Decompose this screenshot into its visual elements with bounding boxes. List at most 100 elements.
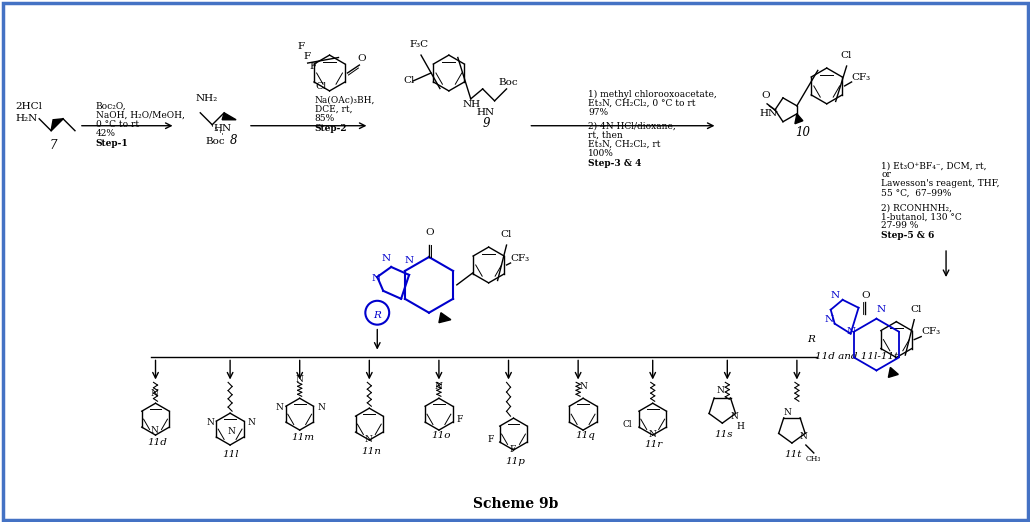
Text: N: N bbox=[800, 432, 808, 441]
Text: NaOH, H₂O/MeOH,: NaOH, H₂O/MeOH, bbox=[96, 111, 185, 120]
Text: 1) methyl chlorooxoacetate,: 1) methyl chlorooxoacetate, bbox=[588, 90, 717, 99]
Text: 11t: 11t bbox=[784, 450, 801, 459]
Text: N: N bbox=[648, 430, 657, 439]
Text: F: F bbox=[304, 52, 311, 61]
Text: F: F bbox=[488, 435, 494, 444]
Text: 2HCl: 2HCl bbox=[16, 102, 42, 111]
Text: 11d: 11d bbox=[148, 438, 168, 447]
Text: N: N bbox=[296, 376, 304, 384]
Text: 11d and 11l-11t: 11d and 11l-11t bbox=[815, 353, 899, 361]
Text: 8: 8 bbox=[231, 134, 238, 146]
Text: CF₃: CF₃ bbox=[921, 327, 940, 336]
Text: Boc: Boc bbox=[498, 78, 518, 87]
Text: 1-butanol, 130 °C: 1-butanol, 130 °C bbox=[881, 212, 963, 221]
Text: F: F bbox=[298, 42, 305, 51]
Text: N: N bbox=[825, 315, 833, 324]
Text: 7: 7 bbox=[50, 139, 57, 152]
Text: Cl: Cl bbox=[910, 305, 921, 314]
Text: NH: NH bbox=[463, 100, 481, 109]
Text: Step-2: Step-2 bbox=[314, 124, 347, 133]
Text: N: N bbox=[404, 256, 414, 265]
Text: Et₃N, CH₂Cl₂, 0 °C to rt: Et₃N, CH₂Cl₂, 0 °C to rt bbox=[588, 99, 696, 108]
Text: N: N bbox=[364, 435, 372, 444]
Text: 55 °C,  67–99%: 55 °C, 67–99% bbox=[881, 188, 952, 197]
Polygon shape bbox=[222, 113, 236, 120]
Text: NH₂: NH₂ bbox=[195, 94, 217, 103]
Text: 85%: 85% bbox=[314, 113, 335, 123]
Text: Step-3 & 4: Step-3 & 4 bbox=[588, 158, 641, 167]
Text: Et₃N, CH₂Cl₂, rt: Et₃N, CH₂Cl₂, rt bbox=[588, 140, 661, 149]
Text: 1) Et₃O⁺BF₄⁻, DCM, rt,: 1) Et₃O⁺BF₄⁻, DCM, rt, bbox=[881, 162, 986, 170]
Text: Boc₂O,: Boc₂O, bbox=[96, 102, 126, 111]
Text: Step-1: Step-1 bbox=[96, 139, 128, 147]
Text: 42%: 42% bbox=[96, 129, 116, 138]
Text: 11m: 11m bbox=[292, 433, 315, 442]
Text: DCE, rt,: DCE, rt, bbox=[314, 105, 353, 114]
Text: H₂N: H₂N bbox=[16, 113, 37, 123]
Text: N: N bbox=[371, 274, 381, 283]
Text: 2) RCONHNH₂,: 2) RCONHNH₂, bbox=[881, 203, 952, 212]
Text: N: N bbox=[227, 427, 235, 436]
Text: F₃C: F₃C bbox=[409, 40, 428, 49]
Text: N: N bbox=[151, 389, 158, 399]
Text: 11r: 11r bbox=[645, 440, 663, 449]
Polygon shape bbox=[795, 114, 802, 124]
Text: Cl: Cl bbox=[622, 420, 633, 429]
Text: HN: HN bbox=[213, 124, 232, 133]
Text: H: H bbox=[736, 422, 744, 431]
Text: N: N bbox=[717, 386, 724, 395]
Text: O: O bbox=[861, 291, 871, 300]
Text: 2) 4N HCl/dioxane,: 2) 4N HCl/dioxane, bbox=[588, 122, 676, 131]
Text: 100%: 100% bbox=[588, 149, 614, 157]
Text: N: N bbox=[784, 408, 792, 417]
Text: CF₃: CF₃ bbox=[852, 73, 871, 82]
Text: CF₃: CF₃ bbox=[511, 254, 529, 263]
Text: N: N bbox=[206, 418, 214, 427]
Text: Cl: Cl bbox=[841, 51, 852, 60]
Text: 0 °C to rt: 0 °C to rt bbox=[96, 120, 139, 129]
Text: 97%: 97% bbox=[588, 108, 608, 117]
Text: F: F bbox=[457, 415, 463, 424]
Text: Scheme 9b: Scheme 9b bbox=[473, 497, 558, 511]
Text: 11o: 11o bbox=[431, 431, 451, 440]
Text: F: F bbox=[309, 62, 316, 71]
Text: N: N bbox=[435, 382, 443, 391]
Text: 10: 10 bbox=[795, 126, 810, 139]
Text: Na(OAc)₃BH,: Na(OAc)₃BH, bbox=[314, 96, 375, 105]
Polygon shape bbox=[438, 313, 451, 323]
Text: HN: HN bbox=[477, 108, 495, 117]
Text: 9: 9 bbox=[483, 117, 490, 130]
Text: Boc: Boc bbox=[205, 137, 224, 145]
Text: Cl: Cl bbox=[500, 230, 512, 239]
Text: Lawesson's reagent, THF,: Lawesson's reagent, THF, bbox=[881, 179, 1000, 188]
Text: N: N bbox=[248, 418, 255, 427]
Text: O: O bbox=[358, 54, 366, 63]
Text: N: N bbox=[276, 403, 283, 412]
Text: Cl: Cl bbox=[315, 82, 327, 91]
Polygon shape bbox=[51, 119, 63, 131]
Text: CH₃: CH₃ bbox=[805, 455, 821, 463]
Text: HN: HN bbox=[759, 109, 778, 118]
Text: N: N bbox=[730, 412, 738, 421]
Text: R: R bbox=[373, 311, 382, 320]
Text: rt, then: rt, then bbox=[588, 131, 622, 140]
Text: Step-5 & 6: Step-5 & 6 bbox=[881, 231, 935, 240]
Text: 11l: 11l bbox=[222, 450, 239, 459]
Text: R: R bbox=[807, 335, 815, 344]
Text: 27-99 %: 27-99 % bbox=[881, 221, 919, 230]
Text: N: N bbox=[382, 254, 391, 263]
Text: 11n: 11n bbox=[361, 447, 382, 456]
Text: or: or bbox=[881, 170, 891, 179]
Polygon shape bbox=[888, 368, 899, 378]
Text: N: N bbox=[847, 327, 856, 336]
Text: O: O bbox=[425, 228, 433, 237]
Text: Cl: Cl bbox=[403, 76, 415, 85]
Text: N: N bbox=[579, 382, 587, 391]
Text: 11p: 11p bbox=[506, 457, 525, 466]
Text: N: N bbox=[877, 305, 885, 314]
Text: 11s: 11s bbox=[714, 430, 733, 439]
Text: F: F bbox=[510, 445, 516, 454]
Text: N: N bbox=[151, 426, 158, 435]
Text: 11q: 11q bbox=[575, 431, 595, 440]
Text: N: N bbox=[830, 291, 840, 300]
